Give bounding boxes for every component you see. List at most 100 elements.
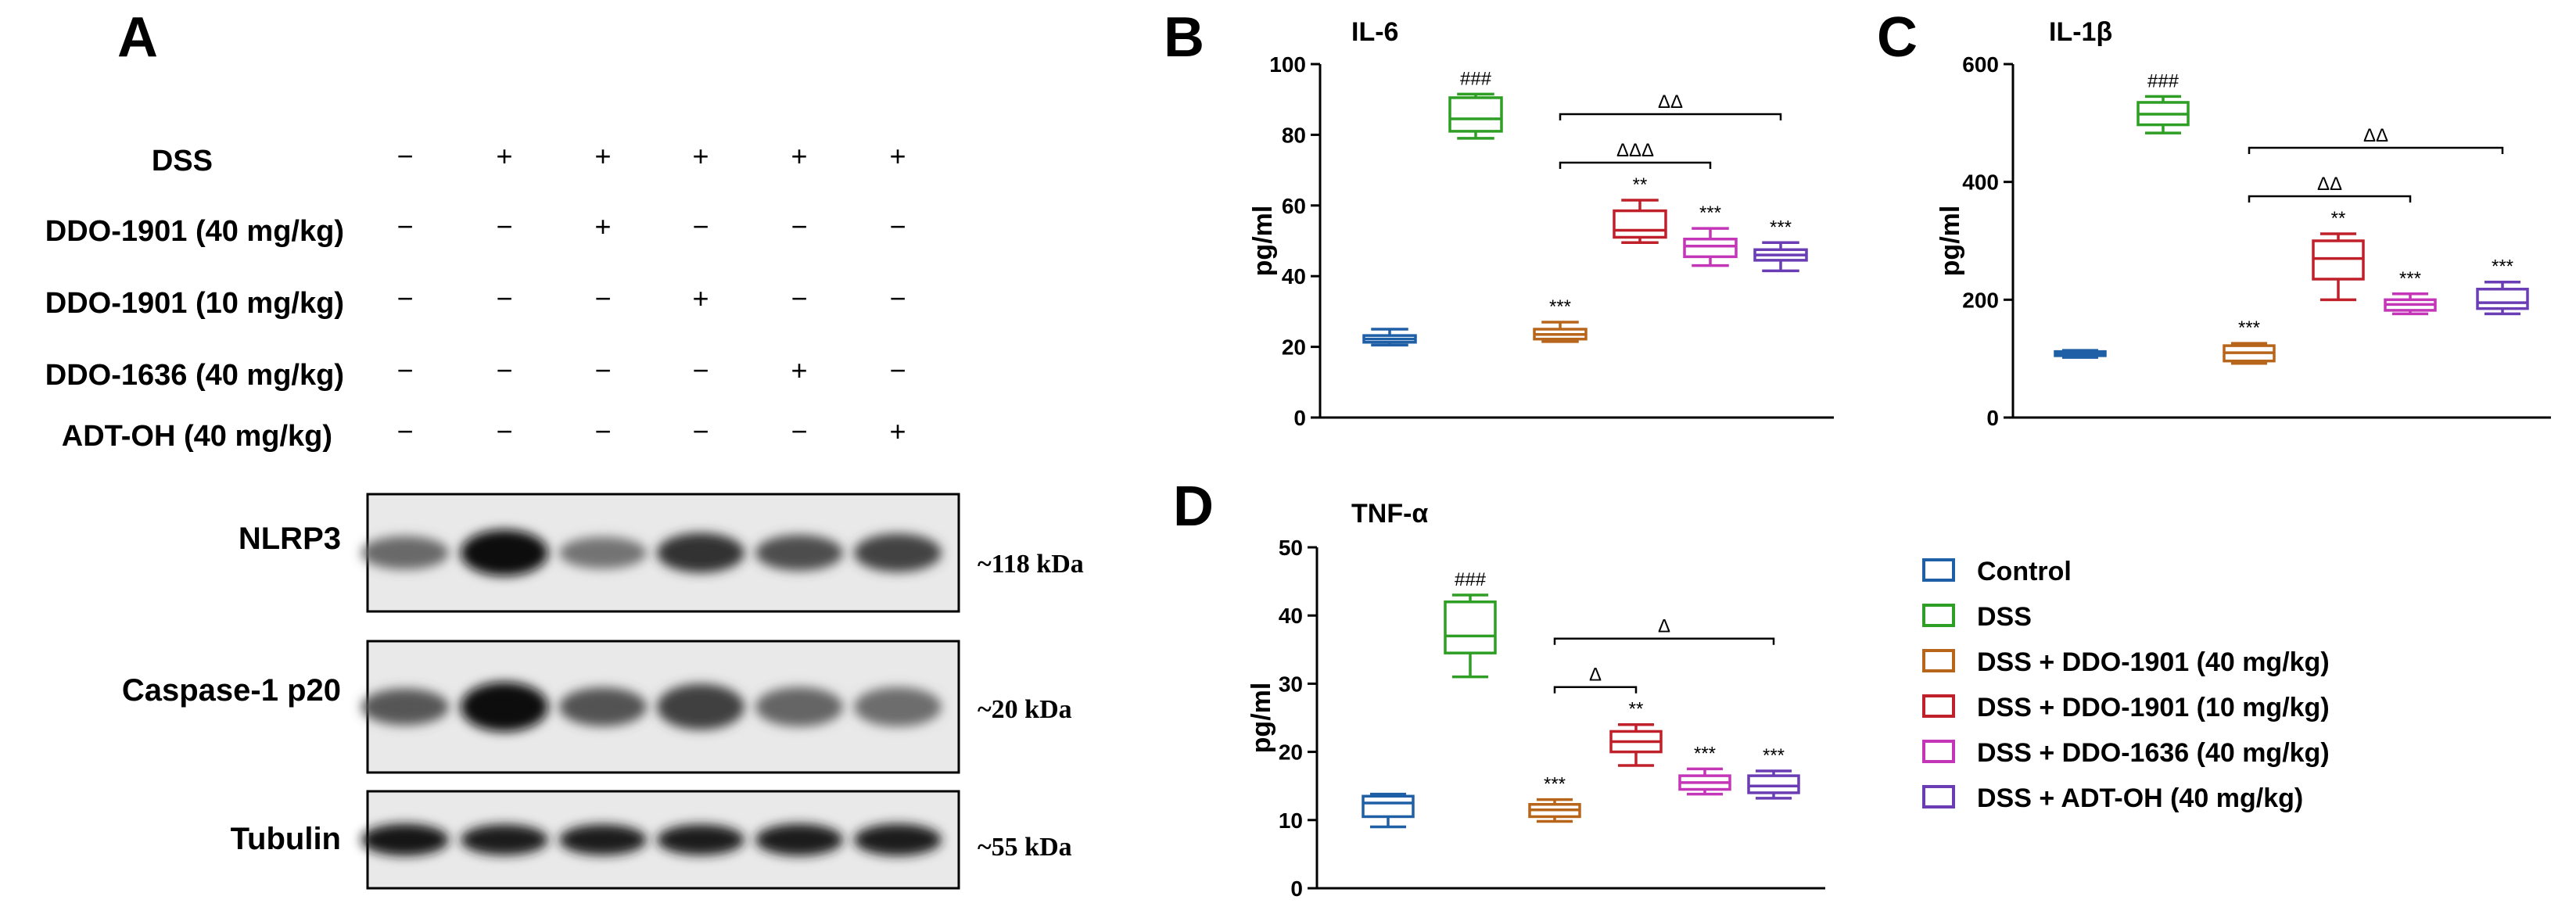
box-5: *** — [1753, 217, 1808, 273]
box — [2312, 239, 2365, 281]
box-2: *** — [1528, 774, 1581, 823]
legend: Control DSS DSS + DDO-1901 (40 mg/kg) DSS +… — [1922, 557, 2330, 813]
treatment-sign: + — [889, 415, 906, 447]
box-3: ** — [2312, 208, 2365, 302]
treatment-label: DDO-1636 (40 mg/kg) — [45, 359, 344, 392]
blot-band — [461, 529, 548, 576]
significance-mark: ### — [2147, 70, 2180, 91]
blot-band — [854, 687, 942, 727]
legend-swatch — [1922, 694, 1955, 718]
blot-band — [559, 536, 647, 569]
box-5: *** — [1747, 745, 1800, 800]
legend-swatch — [1922, 604, 1955, 627]
box — [1683, 237, 1738, 259]
comparison-bracket: ΔΔ — [2248, 174, 2412, 203]
legend-swatch — [1922, 740, 1955, 763]
y-axis-label: pg/ml — [1248, 206, 1278, 277]
box — [1362, 794, 1415, 819]
treatment-sign: − — [791, 282, 807, 314]
blot-label: Caspase-1 p20 — [122, 673, 341, 708]
bracket-label: Δ — [1589, 665, 1602, 686]
treatment-sign: − — [692, 415, 709, 447]
treatment-sign: − — [692, 210, 709, 242]
treatment-sign: + — [791, 140, 807, 172]
significance-mark: ** — [1633, 174, 1648, 195]
box-4: *** — [2384, 268, 2437, 316]
chart-b: B IL-6pg/ml020406080100###***********ΔΔΔΔ… — [1164, 6, 1834, 430]
chart-title: IL-1β — [2049, 17, 2112, 47]
blot-band — [755, 687, 843, 727]
treatment-sign: − — [396, 140, 413, 172]
box-0 — [1362, 328, 1417, 347]
box — [1747, 774, 1800, 794]
treatment-label: ADT-OH (40 mg/kg) — [62, 420, 332, 453]
box — [1613, 209, 1667, 239]
treatment-sign: − — [594, 354, 611, 386]
blot-label: NLRP3 — [239, 522, 341, 556]
treatment-sign: + — [692, 140, 709, 172]
blot-band — [461, 682, 548, 732]
treatment-row: DDO-1901 (40 mg/kg) − − + − − − — [45, 210, 906, 248]
legend-item: DSS — [1922, 602, 2032, 632]
treatment-sign: − — [692, 354, 709, 386]
legend-label: DSS + DDO-1636 (40 mg/kg) — [1977, 738, 2330, 768]
box-1: ### — [2137, 70, 2190, 134]
panel-letter-b: B — [1164, 6, 1204, 69]
y-tick-label: 30 — [1279, 672, 1303, 696]
treatment-sign: + — [496, 140, 512, 172]
panel-letter-c: C — [1877, 6, 1918, 69]
bracket-label: ΔΔ — [2317, 174, 2342, 195]
treatment-row: DDO-1901 (10 mg/kg) − − − + − − — [45, 282, 906, 320]
significance-mark: *** — [1694, 743, 1716, 764]
significance-mark: *** — [2399, 268, 2421, 289]
legend-item: DSS + DDO-1901 (10 mg/kg) — [1922, 693, 2330, 722]
blot-band — [755, 535, 843, 571]
chart-title: TNF-α — [1351, 499, 1428, 529]
treatment-sign: − — [396, 282, 413, 314]
box — [2476, 288, 2529, 310]
blot-band — [657, 824, 744, 855]
treatment-sign: − — [889, 354, 906, 386]
band-size-label: ~55 kDa — [978, 833, 1072, 862]
treatment-sign: − — [396, 354, 413, 386]
blot-band — [361, 823, 449, 856]
bracket-line — [1553, 686, 1638, 694]
box — [1448, 96, 1503, 133]
treatment-row: ADT-OH (40 mg/kg) − − − − − + — [62, 415, 906, 453]
significance-mark: *** — [2238, 317, 2260, 339]
band-size-label: ~20 kDa — [978, 695, 1072, 724]
significance-mark: *** — [1770, 217, 1792, 238]
y-tick-label: 200 — [1962, 288, 1999, 312]
significance-mark: ### — [1460, 68, 1492, 89]
treatment-sign: + — [692, 282, 709, 314]
y-tick-label: 10 — [1279, 808, 1303, 833]
box-1: ### — [1444, 569, 1497, 679]
bracket-label: ΔΔ — [1658, 91, 1683, 113]
box-4: *** — [1683, 203, 1738, 267]
bracket-label: ΔΔΔ — [1616, 140, 1654, 161]
treatment-sign: − — [496, 415, 512, 447]
y-tick-label: 40 — [1282, 264, 1306, 289]
treatment-sign: − — [791, 210, 807, 242]
comparison-bracket: ΔΔΔ — [1559, 140, 1712, 170]
significance-mark: ### — [1455, 569, 1487, 590]
blot-label: Tubulin — [231, 822, 341, 856]
y-tick-label: 20 — [1279, 740, 1303, 765]
box-4: *** — [1678, 743, 1731, 796]
box-1: ### — [1448, 68, 1503, 140]
treatment-sign: + — [594, 140, 611, 172]
legend-label: Control — [1977, 557, 2072, 586]
blot-band — [755, 823, 843, 856]
treatment-sign: + — [594, 210, 611, 242]
box-2: *** — [2223, 317, 2276, 365]
treatment-sign: + — [791, 354, 807, 386]
comparison-bracket: ΔΔ — [1559, 91, 1782, 121]
blot-band — [854, 823, 942, 856]
treatment-row: DSS − + + + + + — [152, 140, 906, 177]
comparison-bracket: Δ — [1553, 665, 1638, 694]
treatment-sign: − — [496, 282, 512, 314]
bracket-line — [1559, 113, 1782, 121]
